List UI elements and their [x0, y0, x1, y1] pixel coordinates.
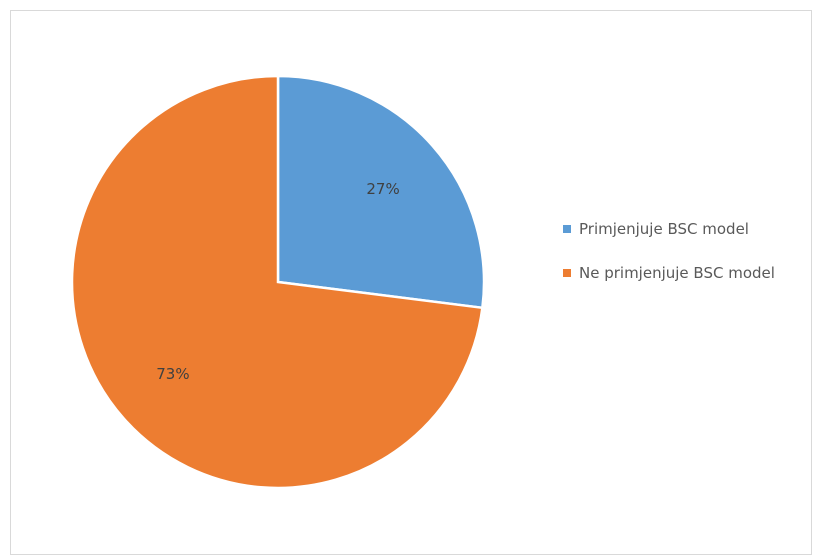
- legend-swatch-blue: [563, 225, 571, 233]
- data-label-1: 73%: [156, 365, 189, 383]
- legend-swatch-orange: [563, 269, 571, 277]
- data-label-0: 27%: [366, 180, 399, 198]
- pie-slice-1: [70, 74, 484, 490]
- legend-label: Ne primjenjuje BSC model: [579, 264, 775, 282]
- pie-slice-0: [276, 74, 486, 310]
- legend-item-primjenjuje: Primjenjuje BSC model: [563, 218, 803, 240]
- legend-label: Primjenjuje BSC model: [579, 220, 749, 238]
- legend-item-ne-primjenjuje: Ne primjenjuje BSC model: [563, 262, 803, 284]
- legend: Primjenjuje BSC model Ne primjenjuje BSC…: [563, 218, 803, 306]
